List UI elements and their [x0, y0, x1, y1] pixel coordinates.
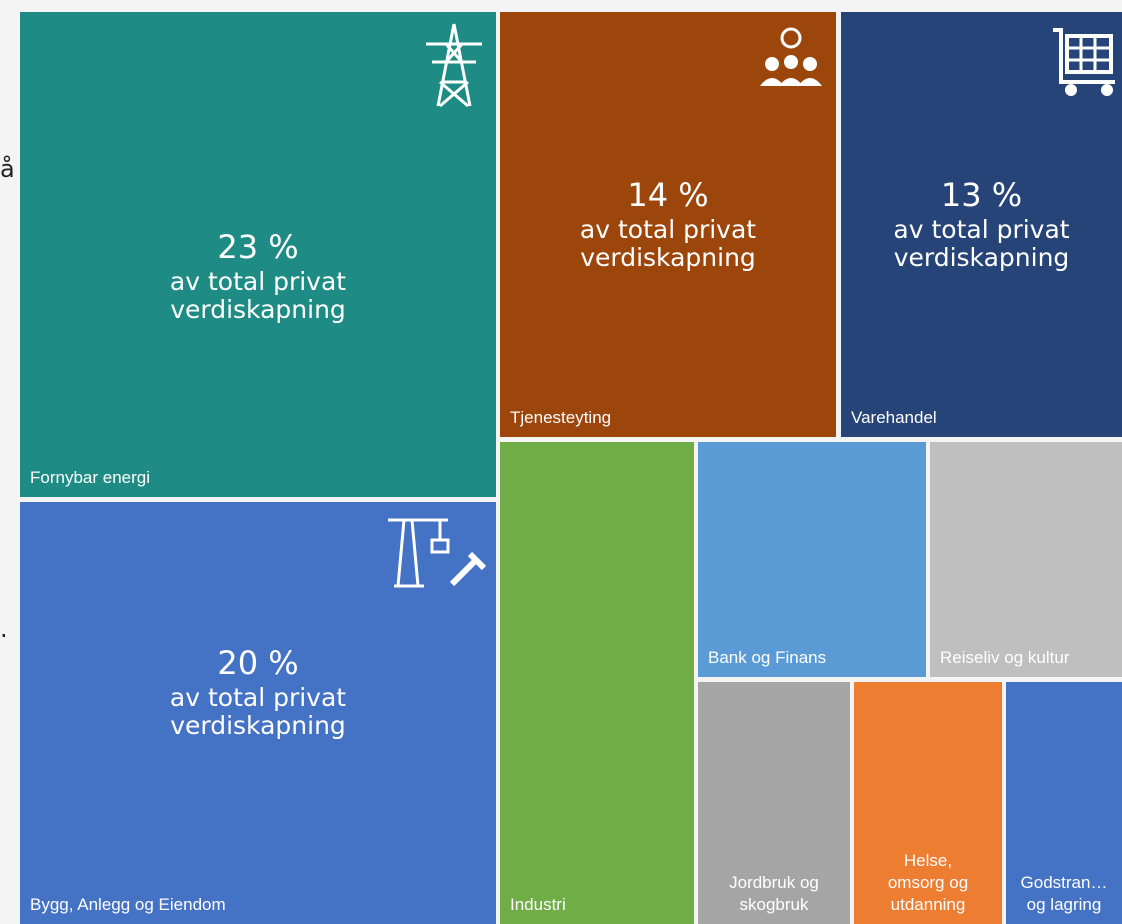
cart-icon [1053, 28, 1115, 96]
text-line: og lagring [1026, 895, 1102, 914]
tile: 13 % av total privat verdiskapning Vareh… [841, 12, 1122, 437]
tile-text: 20 % av total privat verdiskapning [20, 642, 496, 740]
caption: verdiskapning [170, 711, 346, 740]
text-line: Bygg, Anlegg og Eiendom [30, 895, 226, 914]
tile: 23 % av total privat verdiskapning Forny… [20, 12, 496, 497]
percent: 20 % [217, 644, 299, 682]
percent: 13 % [940, 176, 1023, 214]
crane-icon [388, 518, 487, 588]
text-line: Jordbruk og [729, 873, 819, 892]
caption: av total privat [169, 683, 347, 712]
tile: Jordbruk og skogbruk [698, 682, 850, 924]
tile-label: Godstran… og lagring [1006, 872, 1122, 916]
tile: 20 % av total privat verdiskapning Bygg,… [20, 502, 496, 924]
people-icon [760, 27, 822, 86]
tile-label: Reiseliv og kultur [940, 647, 1069, 669]
margin-fragment: . [0, 615, 8, 643]
percent: 23 % [217, 228, 299, 266]
text-line: omsorg og [887, 873, 969, 892]
tile-text: 13 % av total privat verdiskapning [841, 174, 1122, 272]
tile-text: 23 % av total privat verdiskapning [20, 226, 496, 324]
text-line: Industri [510, 895, 566, 914]
margin-fragment: å [0, 155, 15, 183]
text-line: utdanning [890, 895, 966, 914]
tile-label: Bygg, Anlegg og Eiendom [30, 894, 226, 916]
percent: 14 % [627, 176, 709, 214]
text-line: Fornybar energi [30, 468, 151, 487]
tile-label: Industri [510, 894, 566, 916]
tile: Industri [500, 442, 694, 924]
tile-label: Varehandel [851, 407, 937, 429]
tile: Godstran… og lagring [1006, 682, 1122, 924]
tile: 14 % av total privat verdiskapning Tjene… [500, 12, 836, 437]
tile-label: Bank og Finans [708, 647, 826, 669]
tile-label: Tjenesteyting [510, 407, 611, 429]
tile-text: 14 % av total privat verdiskapning [500, 174, 836, 272]
caption: verdiskapning [580, 243, 756, 272]
text-line: Godstran… [1020, 873, 1108, 892]
tile-label: Helse, omsorg og utdanning [854, 850, 1002, 916]
tile: Reiseliv og kultur [930, 442, 1122, 677]
text-line: Reiseliv og kultur [940, 648, 1070, 667]
tile-label: Jordbruk og skogbruk [698, 872, 850, 916]
caption: av total privat [579, 215, 757, 244]
tile: Helse, omsorg og utdanning [854, 682, 1002, 924]
caption: av total privat [893, 215, 1070, 244]
tile: Bank og Finans [698, 442, 926, 677]
text-line: skogbruk [739, 895, 809, 914]
text-line: Varehandel [851, 408, 937, 427]
caption: av total privat [169, 267, 347, 296]
text-line: Helse, [903, 851, 953, 870]
text-line: Bank og Finans [708, 648, 827, 667]
tile-label: Fornybar energi [30, 467, 150, 489]
text-line: Tjenesteyting [510, 408, 612, 427]
pylon-icon [426, 23, 482, 108]
caption: verdiskapning [893, 243, 1070, 272]
caption: verdiskapning [170, 295, 346, 324]
